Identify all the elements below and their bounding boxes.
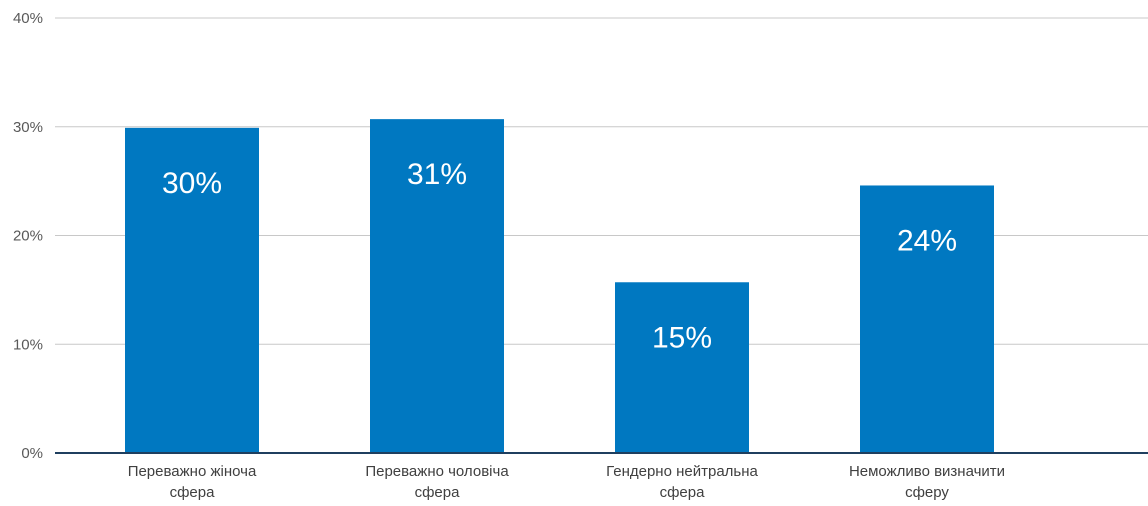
- bar-2: [370, 119, 504, 453]
- category-label-1: Переважно жіноча сфера: [128, 463, 257, 501]
- bar-4: [860, 185, 994, 453]
- category-label-4: Неможливо визначити сферу: [849, 463, 1005, 501]
- bar-3: [615, 282, 749, 453]
- data-label-3: 15%: [652, 321, 712, 354]
- category-label-3-line-2: сфера: [660, 484, 706, 501]
- bars: 30% 31% 15% 24%: [125, 119, 994, 454]
- data-label-2: 31%: [407, 158, 467, 191]
- category-label-3-line-1: Гендерно нейтральна: [606, 463, 758, 480]
- category-label-2-line-1: Переважно чоловіча: [365, 463, 509, 480]
- y-tick-label-10: 10%: [13, 336, 43, 353]
- data-label-1: 30%: [162, 167, 222, 200]
- y-tick-label-20: 20%: [13, 228, 43, 245]
- y-tick-label-30: 30%: [13, 119, 43, 136]
- category-label-2: Переважно чоловіча сфера: [365, 463, 509, 501]
- bar-1: [125, 127, 259, 454]
- y-tick-label-0: 0%: [21, 445, 43, 462]
- category-label-1-line-1: Переважно жіноча: [128, 463, 257, 480]
- data-label-4: 24%: [897, 224, 957, 257]
- y-axis-tick-labels: 0% 10% 20% 30% 40%: [13, 10, 43, 462]
- category-label-3: Гендерно нейтральна сфера: [606, 463, 758, 501]
- category-label-1-line-2: сфера: [170, 484, 216, 501]
- category-label-2-line-2: сфера: [415, 484, 461, 501]
- category-label-4-line-1: Неможливо визначити: [849, 463, 1005, 480]
- category-label-4-line-2: сферу: [905, 484, 949, 501]
- category-labels: Переважно жіноча сфера Переважно чоловіча с…: [128, 463, 1005, 501]
- y-tick-label-40: 40%: [13, 10, 43, 27]
